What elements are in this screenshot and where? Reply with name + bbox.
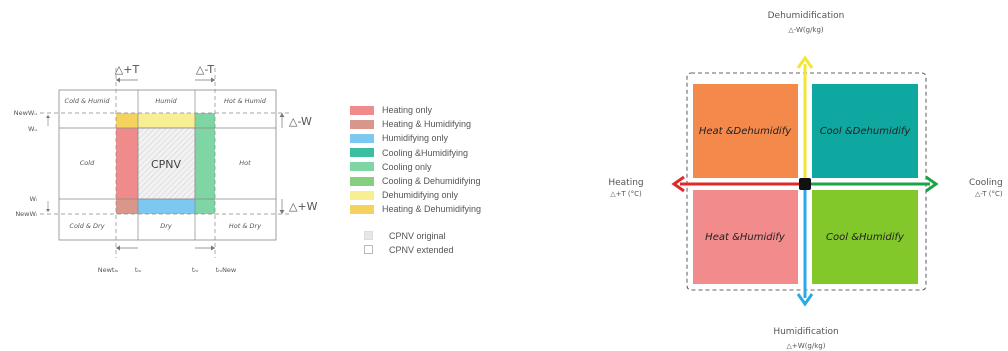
new-tlo-label: Newtₗₒ (98, 266, 119, 274)
humidification-title: Humidification (773, 327, 838, 337)
quadrant-cool-dehumidify (812, 84, 918, 178)
bottom-left-arrowhead (116, 245, 120, 251)
legend-label: Heating & Humidifying (382, 119, 472, 130)
quadrant-heat-humidify (693, 190, 798, 284)
delta-plus-w-label: △+W (289, 200, 318, 213)
legend-item: Heating & Dehumidifying (350, 202, 481, 216)
delta-plus-t-label: △+T (115, 63, 140, 76)
quadrant-label-cool-humidify: Cool &Humidify (826, 232, 905, 243)
legend: Heating only Heating & Humidifying Humid… (350, 103, 481, 257)
cooling-title: Cooling (969, 178, 1003, 188)
left-up-arrowhead (46, 115, 50, 118)
cpnv-original-swatch (364, 231, 373, 241)
zone-cold-dry: Cold & Dry (69, 222, 104, 230)
delta-minus-t-label: △-T (196, 63, 214, 76)
quadrant-diagram: Heat &Dehumidify Cool &Dehumidify Heat &… (608, 11, 1003, 350)
cooling-arrowhead (925, 175, 939, 193)
cpnv-extended-swatch (364, 245, 373, 255)
legend-item: Cooling &Humidifying (350, 146, 481, 160)
dehumidification-subtitle: △-W(g/kg) (788, 26, 824, 34)
legend-item-cpnv-extended: CPNV extended (350, 243, 481, 257)
delta-minus-w-arrowhead (279, 113, 285, 117)
humidifying-band (138, 199, 195, 214)
zone-cold-humid: Cold & Humid (65, 97, 111, 105)
legend-swatch (350, 133, 374, 143)
legend-swatch (350, 190, 374, 200)
zone-hot-dry: Hot & Dry (229, 222, 261, 230)
delta-minus-t-arrowhead (211, 77, 215, 83)
quadrant-heat-dehumidify (693, 84, 798, 178)
legend-item: Cooling only (350, 160, 481, 174)
cooling-subtitle: △-T (°C) (975, 190, 1003, 198)
legend-item: Dehumidifying only (350, 188, 481, 202)
quadrant-label-heat-humidify: Heat &Humidify (705, 232, 786, 243)
new-wl-label: NewWₗ (15, 210, 37, 218)
thi-label: tₕᵢ (192, 266, 198, 274)
new-wu-label: NewWᵤ (14, 109, 38, 117)
zone-hot-humid: Hot & Humid (224, 97, 267, 105)
legend-swatch (350, 148, 374, 158)
quadrant-cool-humidify (812, 190, 918, 284)
chart-frame (58, 89, 277, 241)
zone-hot: Hot (239, 159, 251, 167)
zone-dry: Dry (160, 222, 172, 230)
heating-dehumidifying-corner (116, 113, 138, 128)
zone-humid: Humid (155, 97, 177, 105)
legend-label: CPNV extended (389, 244, 454, 255)
legend-label: Cooling only (382, 161, 432, 172)
thi-new-label: tₕᵢNew (216, 266, 237, 274)
dehumidification-title: Dehumidification (768, 11, 845, 21)
legend-item-cpnv-original: CPNV original (350, 229, 481, 243)
cpnv-original-area (137, 127, 196, 200)
legend-item: Cooling & Dehumidifying (350, 174, 481, 188)
legend-item: Heating & Humidifying (350, 117, 481, 131)
legend-label: Cooling & Dehumidifying (382, 176, 481, 187)
wl-label: Wₗ (29, 195, 37, 203)
delta-plus-t-arrowhead (116, 77, 120, 83)
legend-label: Heating only (382, 105, 433, 116)
heating-arrowhead (671, 175, 685, 193)
legend-label: CPNV original (389, 230, 446, 241)
left-down-arrowhead (46, 209, 50, 212)
humidification-arrowhead (796, 293, 814, 307)
quadrant-label-cool-dehumidify: Cool &Dehumidify (820, 126, 912, 137)
legend-label: Heating & Dehumidifying (382, 204, 482, 215)
humidification-subtitle: △+W(g/kg) (787, 342, 826, 350)
legend-item: Heating only (350, 103, 481, 117)
bottom-right-arrowhead (211, 245, 215, 251)
zone-cpnv: CPNV (151, 158, 182, 171)
delta-minus-w-label: △-W (289, 115, 312, 128)
tlo-label: tₗₒ (135, 266, 142, 274)
legend-item: Humidifying only (350, 131, 481, 145)
delta-plus-w-arrowhead (279, 210, 285, 214)
cpnv-zone-diagram: △+T △-T △-W △+W Cold & Humid Humid Hot &… (14, 63, 318, 274)
dehumidification-arrowhead (796, 55, 814, 69)
legend-label: Humidifying only (382, 133, 449, 144)
heating-subtitle: △+T (°C) (610, 190, 642, 198)
origin-marker (799, 178, 811, 190)
legend-swatch (350, 176, 374, 186)
heating-humidifying-corner (116, 199, 138, 214)
quadrant-label-heat-dehumidify: Heat &Dehumidify (699, 126, 792, 137)
cooling-band (195, 113, 215, 214)
legend-label: Cooling &Humidifying (382, 147, 469, 158)
legend-swatch (350, 204, 374, 214)
legend-swatch (350, 119, 374, 129)
zone-cold: Cold (80, 159, 95, 167)
legend-label: Dehumidifying only (382, 190, 459, 201)
legend-swatch (350, 105, 374, 115)
legend-swatch (350, 162, 374, 172)
heating-band (116, 128, 138, 199)
dehumidifying-band (116, 113, 215, 128)
heating-title: Heating (608, 178, 643, 188)
wu-label: Wᵤ (28, 125, 37, 133)
